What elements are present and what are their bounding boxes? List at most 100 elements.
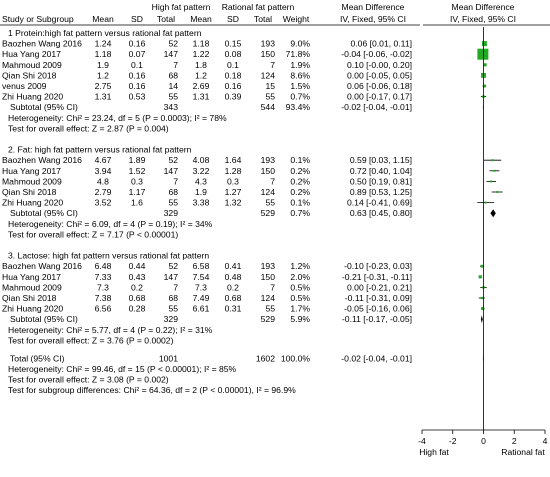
- subgroup-2-overall-effect: Test for overall effect: Z = 7.17 (P < 0…: [8, 229, 178, 239]
- subgroup-1-study-6-total2: 55: [265, 92, 275, 102]
- subgroup-1-study-4-sd1: 0.16: [129, 70, 146, 80]
- subgroup-3-study-1-marker: [480, 264, 484, 268]
- subgroup-2-study-3-total2: 7: [270, 176, 275, 186]
- subgroup-3-study-4-weight: 0.5%: [290, 293, 310, 303]
- header-effect-plot: Mean Difference: [452, 2, 515, 12]
- subgroup-3-subtotal-weight: 5.9%: [290, 314, 310, 324]
- subgroup-1-study-2-sd2: 0.08: [225, 49, 242, 59]
- subgroup-2-study-2-ci: 0.72 [0.40, 1.04]: [350, 166, 412, 176]
- subgroup-1-study-3-marker: [483, 63, 487, 67]
- subgroup-1-study-6-ci: 0.00 [-0.17, 0.17]: [347, 92, 412, 102]
- subgroup-3-study-5-mean2: 6.61: [193, 304, 210, 314]
- subgroup-1-study-1-sd1: 0.16: [129, 39, 146, 49]
- subgroup-3-study-4-total1: 68: [168, 293, 178, 303]
- subgroup-2-study-2-marker: [493, 169, 496, 172]
- subgroup-3-study-2-mean1: 7.33: [95, 272, 112, 282]
- subgroup-1-study-5-mean1: 2.75: [95, 81, 112, 91]
- subgroup-1-study-1-mean1: 1.24: [95, 39, 112, 49]
- x-tick-label-5: 4: [543, 436, 548, 446]
- subgroup-2-study-4-total2: 124: [261, 187, 276, 197]
- subgroup-3-study-2-mean2: 7.54: [193, 272, 210, 282]
- subgroup-1-subtotal-label: Subtotal (95% CI): [10, 102, 78, 112]
- subgroup-2-study-2-sd2: 1.28: [225, 166, 242, 176]
- subgroup-2-study-3-mean1: 4.8: [97, 176, 109, 186]
- subgroup-2-study-4-marker: [496, 190, 499, 194]
- subgroup-2-study-2-mean1: 3.94: [95, 166, 112, 176]
- subgroup-1-study-3-total1: 7: [173, 60, 178, 70]
- subgroup-2-study-5-label: Zhi Huang 2020: [2, 198, 63, 208]
- header-total1: Total: [157, 14, 175, 24]
- subgroup-2-study-4-weight: 0.2%: [290, 187, 310, 197]
- subgroup-2-study-1-sd1: 1.89: [129, 155, 146, 165]
- subgroup-3-study-5-total1: 55: [168, 304, 178, 314]
- subgroup-1-study-5-total2: 15: [265, 81, 275, 91]
- subgroup-1-study-2-mean2: 1.22: [193, 49, 210, 59]
- subgroup-2-subtotal-total1: 329: [164, 208, 179, 218]
- subgroup-2-study-5-sd2: 1.32: [225, 198, 242, 208]
- subgroup-1-subtotal-total1: 343: [164, 102, 179, 112]
- subgroup-1-subtotal-total2: 544: [261, 102, 276, 112]
- subgroup-1-overall-effect: Test for overall effect: Z = 2.87 (P = 0…: [8, 123, 169, 133]
- subgroup-2-study-2-weight: 0.2%: [290, 166, 310, 176]
- subgroup-3-subtotal-diamond: [480, 315, 483, 324]
- x-tick-label-1: -4: [418, 436, 426, 446]
- subgroup-1-study-6-weight: 0.7%: [290, 92, 310, 102]
- subgroup-3-study-4-total2: 124: [261, 293, 276, 303]
- subgroup-2-study-4-sd2: 1.27: [225, 187, 242, 197]
- subgroup-3-study-2-sd2: 0.48: [225, 272, 242, 282]
- subgroup-1-study-2-marker: [477, 48, 489, 60]
- header-group2: Rational fat pattern: [222, 2, 295, 12]
- subgroup-3-study-3-label: Mahmoud 2009: [2, 282, 62, 292]
- subgroup-1-study-4-mean2: 1.2: [195, 70, 207, 80]
- subgroup-2-study-2-total1: 147: [164, 166, 179, 176]
- subgroup-1-study-4-sd2: 0.18: [225, 70, 242, 80]
- subgroup-1-study-5-weight: 1.5%: [290, 81, 310, 91]
- subgroup-3-overall-effect: Test for overall effect: Z = 3.76 (P = 0…: [8, 335, 174, 345]
- subgroup-3-study-3-total1: 7: [173, 282, 178, 292]
- subgroup-1-study-2-total2: 150: [261, 49, 276, 59]
- subgroup-3-heterogeneity: Heterogeneity: Chi² = 5.77, df = 4 (P = …: [8, 325, 213, 335]
- subgroup-1-study-1-marker: [481, 41, 487, 47]
- total-overall-effect: Test for overall effect: Z = 3.08 (P = 0…: [8, 375, 169, 385]
- subgroup-1-study-5-mean2: 2.69: [193, 81, 210, 91]
- subgroup-3-study-1-sd2: 0.41: [225, 261, 242, 271]
- total-heterogeneity: Heterogeneity: Chi² = 99.46, df = 15 (P …: [8, 364, 237, 374]
- subgroup-1-study-5-label: venus 2009: [2, 81, 47, 91]
- subgroup-3-study-1-total1: 52: [168, 261, 178, 271]
- subgroup-1-study-3-label: Mahmoud 2009: [2, 60, 62, 70]
- total-total1: 1001: [159, 353, 178, 363]
- subgroup-2-study-5-weight: 0.1%: [290, 198, 310, 208]
- subgroup-3-study-1-sd1: 0.44: [129, 261, 146, 271]
- header-mean1: Mean: [92, 14, 114, 24]
- subgroup-3-subtotal-total1: 329: [164, 314, 179, 324]
- subgroup-1-study-2-ci: -0.04 [-0.06, -0.02]: [341, 49, 412, 59]
- subgroup-2-study-5-total1: 55: [168, 198, 178, 208]
- subgroup-2-study-5-total2: 55: [265, 198, 275, 208]
- subgroup-3-study-3-sd2: 0.2: [227, 282, 239, 292]
- subgroup-3-study-3-mean2: 7.3: [195, 282, 207, 292]
- subgroup-3-study-3-total2: 7: [270, 282, 275, 292]
- subgroup-2-study-5-sd1: 1.6: [131, 198, 143, 208]
- subgroup-2-subtotal-label: Subtotal (95% CI): [10, 208, 78, 218]
- subgroup-1-study-2-weight: 71.8%: [286, 49, 311, 59]
- subgroup-1-study-6-mean2: 1.31: [193, 92, 210, 102]
- header-effect-text: Mean Difference: [342, 2, 405, 12]
- subgroup-3-study-4-sd1: 0.68: [129, 293, 146, 303]
- subgroup-3-study-4-mean2: 7.49: [193, 293, 210, 303]
- subgroup-differences: Test for subgroup differences: Chi² = 64…: [8, 385, 296, 395]
- subgroup-2-subtotal-weight: 0.7%: [290, 208, 310, 218]
- subgroup-2-study-1-label: Baozhen Wang 2016: [2, 155, 82, 165]
- subgroup-3-study-5-sd1: 0.28: [129, 304, 146, 314]
- subgroup-3-study-2-sd1: 0.43: [129, 272, 146, 282]
- subgroup-2-title: 2. Fat: high fat pattern versus rational…: [8, 145, 192, 155]
- subgroup-3-study-2-label: Hua Yang 2017: [2, 272, 61, 282]
- subgroup-2-study-4-total1: 68: [168, 187, 178, 197]
- subgroup-2-study-4-mean1: 2.79: [95, 187, 112, 197]
- subgroup-3-study-3-ci: 0.00 [-0.21, 0.21]: [347, 282, 412, 292]
- subgroup-3-study-1-total2: 193: [261, 261, 276, 271]
- x-tick-label-2: -2: [449, 436, 457, 446]
- subgroup-2-study-1-total2: 193: [261, 155, 276, 165]
- x-tick-label-4: 2: [512, 436, 517, 446]
- subgroup-3-study-1-label: Baozhen Wang 2016: [2, 261, 82, 271]
- subgroup-1-heterogeneity: Heterogeneity: Chi² = 23.24, df = 5 (P =…: [8, 113, 227, 123]
